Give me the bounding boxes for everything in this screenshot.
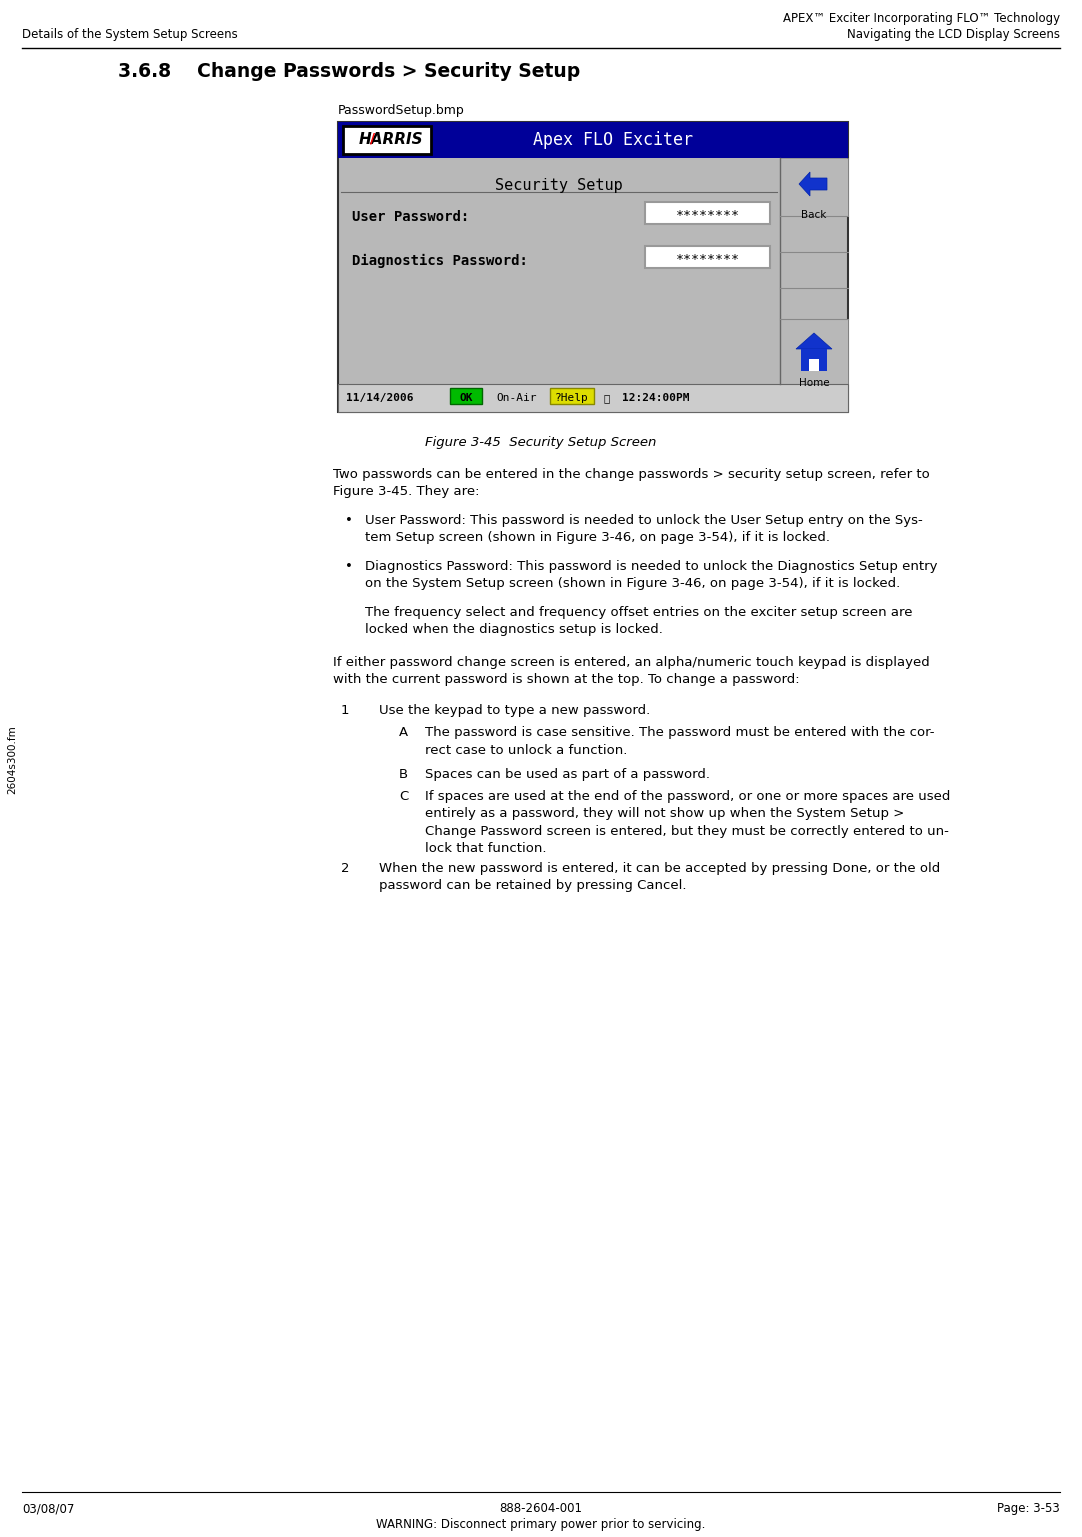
FancyBboxPatch shape [780,158,848,217]
Text: 1: 1 [341,704,349,716]
Text: User Password:: User Password: [352,211,470,224]
Text: ********: ******** [675,209,739,221]
Text: ********: ******** [675,254,739,266]
Text: Security Setup: Security Setup [496,178,623,194]
Text: 2604s300.fm: 2604s300.fm [6,725,17,795]
FancyBboxPatch shape [450,387,481,404]
Text: Back: Back [802,211,827,220]
Text: 03/08/07: 03/08/07 [22,1502,75,1515]
Text: If spaces are used at the end of the password, or one or more spaces are used
en: If spaces are used at the end of the pas… [425,790,950,856]
Text: Diagnostics Password: This password is needed to unlock the Diagnostics Setup en: Diagnostics Password: This password is n… [365,559,937,590]
FancyBboxPatch shape [338,121,848,412]
Text: On-Air: On-Air [496,393,537,403]
Text: Home: Home [799,378,829,387]
Text: C: C [399,790,408,802]
Text: ?Help: ?Help [555,393,589,403]
Text: 11/14/2006: 11/14/2006 [346,393,413,403]
Text: APEX™ Exciter Incorporating FLO™ Technology: APEX™ Exciter Incorporating FLO™ Technol… [783,12,1060,25]
Text: /: / [370,132,375,146]
FancyBboxPatch shape [343,126,431,154]
Text: Diagnostics Password:: Diagnostics Password: [352,254,528,267]
FancyBboxPatch shape [338,384,848,412]
FancyBboxPatch shape [338,121,848,158]
Text: Use the keypad to type a new password.: Use the keypad to type a new password. [379,704,650,716]
Text: Spaces can be used as part of a password.: Spaces can be used as part of a password… [425,768,710,781]
Text: PasswordSetup.bmp: PasswordSetup.bmp [338,105,465,117]
Text: •: • [345,513,353,527]
Text: Details of the System Setup Screens: Details of the System Setup Screens [22,28,238,41]
FancyBboxPatch shape [809,360,819,370]
Text: If either password change screen is entered, an alpha/numeric touch keypad is di: If either password change screen is ente… [333,656,929,687]
Polygon shape [796,334,832,349]
Text: Navigating the LCD Display Screens: Navigating the LCD Display Screens [847,28,1060,41]
Text: Two passwords can be entered in the change passwords > security setup screen, re: Two passwords can be entered in the chan… [333,467,929,498]
Text: 2: 2 [341,862,349,875]
FancyBboxPatch shape [801,349,827,370]
Text: When the new password is entered, it can be accepted by pressing Done, or the ol: When the new password is entered, it can… [379,862,940,893]
FancyBboxPatch shape [550,387,594,404]
FancyBboxPatch shape [645,246,770,267]
Text: A: A [399,725,408,739]
Text: Apex FLO Exciter: Apex FLO Exciter [533,131,692,149]
Text: The password is case sensitive. The password must be entered with the cor-
rect : The password is case sensitive. The pass… [425,725,935,756]
Text: HARRIS: HARRIS [359,132,423,148]
Text: WARNING: Disconnect primary power prior to servicing.: WARNING: Disconnect primary power prior … [377,1519,705,1531]
Text: The frequency select and frequency offset entries on the exciter setup screen ar: The frequency select and frequency offse… [365,606,912,636]
FancyBboxPatch shape [780,320,848,384]
Text: 🔒: 🔒 [604,393,610,403]
Text: Page: 3-53: Page: 3-53 [998,1502,1060,1515]
FancyBboxPatch shape [645,201,770,224]
Text: •: • [345,559,353,573]
Text: OK: OK [459,393,473,403]
Text: 12:24:00PM: 12:24:00PM [622,393,689,403]
Text: 3.6.8    Change Passwords > Security Setup: 3.6.8 Change Passwords > Security Setup [118,61,580,81]
Text: Figure 3-45  Security Setup Screen: Figure 3-45 Security Setup Screen [425,437,657,449]
Polygon shape [799,172,827,197]
Text: 888-2604-001: 888-2604-001 [500,1502,582,1515]
Text: B: B [399,768,408,781]
Text: User Password: This password is needed to unlock the User Setup entry on the Sys: User Password: This password is needed t… [365,513,923,544]
